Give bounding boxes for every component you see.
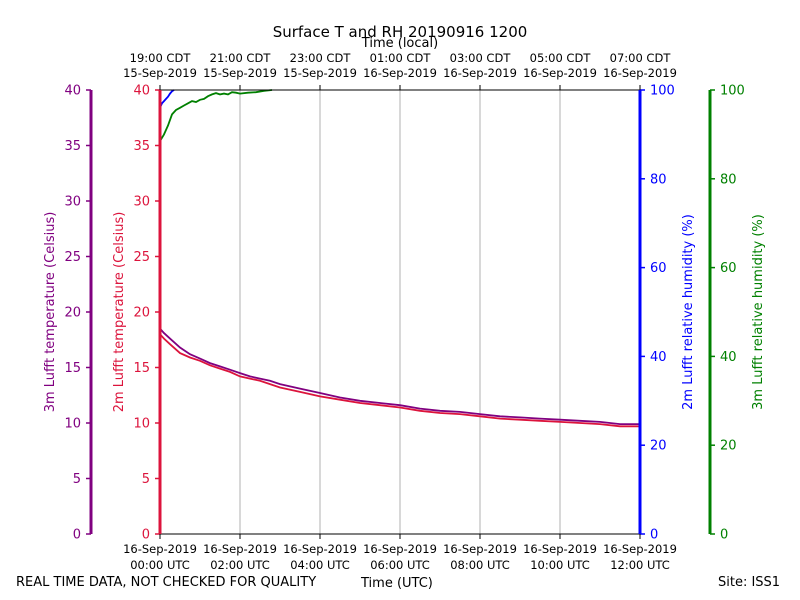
y-axis-label-t2m: 2m Lufft temperature (Celsius): [112, 212, 127, 413]
y-tick-label-rh2m: 0: [650, 528, 658, 543]
y-tick-label-t2m: 25: [133, 250, 150, 265]
y-tick-label-t3m: 15: [64, 361, 81, 376]
y-tick-label-t3m: 5: [73, 472, 81, 487]
x-tick-label-utc-date: 16-Sep-2019: [363, 542, 437, 556]
y-tick-label-t3m: 25: [64, 250, 81, 265]
y-tick-label-t3m: 30: [64, 195, 81, 210]
x-axis-label: Time (UTC): [361, 576, 433, 591]
y-tick-label-t2m: 20: [133, 306, 150, 321]
series-line-t3m: [159, 328, 640, 426]
y-axis-label-t3m: 3m Lufft temperature (Celsius): [43, 212, 58, 413]
y-tick-label-rh2m: 40: [650, 350, 667, 365]
x-tick-label-utc-date: 16-Sep-2019: [443, 542, 517, 556]
x-tick-label-local-time: 07:00 CDT: [610, 51, 672, 65]
y-tick-label-t2m: 10: [133, 417, 150, 432]
series-line-rh2m: [159, 89, 175, 109]
quality-disclaimer: REAL TIME DATA, NOT CHECKED FOR QUALITY: [16, 575, 317, 590]
y-tick-label-rh3m: 100: [720, 84, 745, 99]
x-tick-label-local-date: 16-Sep-2019: [363, 66, 437, 80]
series-layer: [159, 89, 640, 428]
x-tick-label-utc-time: 04:00 UTC: [290, 558, 350, 572]
tick-layer: 0 5 10 15 20 25 30 35 40 3m Lufft temperature (Ce…: [43, 51, 766, 572]
x-tick-label-utc-time: 06:00 UTC: [370, 558, 430, 572]
x-tick-label-utc-date: 16-Sep-2019: [203, 542, 277, 556]
y-tick-label-t3m: 10: [64, 417, 81, 432]
y-tick-label-rh3m: 80: [720, 172, 737, 187]
x-tick-label-local-date: 15-Sep-2019: [123, 66, 197, 80]
x-tick-label-utc-date: 16-Sep-2019: [123, 542, 197, 556]
y-tick-label-t2m: 0: [142, 528, 150, 543]
top-axis-label: Time (local): [361, 36, 438, 51]
y-tick-label-t2m: 40: [133, 84, 150, 99]
y-tick-label-rh2m: 100: [650, 84, 675, 99]
y-tick-label-t3m: 35: [64, 139, 81, 154]
x-tick-label-utc-date: 16-Sep-2019: [523, 542, 597, 556]
y-axis-label-rh3m: 3m Lufft relative humidity (%): [751, 214, 766, 410]
x-tick-label-utc-time: 10:00 UTC: [530, 558, 590, 572]
y-tick-label-rh3m: 40: [720, 350, 737, 365]
grid-lines: [239, 90, 561, 534]
x-tick-label-local-time: 05:00 CDT: [530, 51, 592, 65]
x-tick-label-local-time: 19:00 CDT: [130, 51, 192, 65]
y-tick-label-t2m: 15: [133, 361, 150, 376]
x-tick-label-local-date: 16-Sep-2019: [603, 66, 677, 80]
series-line-t2m: [159, 333, 640, 428]
y-tick-label-t3m: 40: [64, 84, 81, 99]
y-tick-label-t2m: 5: [142, 472, 150, 487]
y-tick-label-t2m: 35: [133, 139, 150, 154]
x-tick-label-utc-date: 16-Sep-2019: [603, 542, 677, 556]
x-tick-label-utc-time: 08:00 UTC: [450, 558, 510, 572]
x-tick-label-utc-date: 16-Sep-2019: [283, 542, 357, 556]
y-tick-label-t2m: 30: [133, 195, 150, 210]
chart-title: Surface T and RH 20190916 1200: [273, 23, 528, 41]
y-axis-label-rh2m: 2m Lufft relative humidity (%): [681, 214, 696, 410]
y-tick-label-t3m: 20: [64, 306, 81, 321]
x-tick-label-local-time: 23:00 CDT: [290, 51, 352, 65]
x-tick-label-local-date: 15-Sep-2019: [203, 66, 277, 80]
x-tick-label-local-time: 03:00 CDT: [450, 51, 512, 65]
x-tick-label-utc-time: 12:00 UTC: [610, 558, 670, 572]
y-tick-label-rh3m: 0: [720, 528, 728, 543]
y-tick-label-rh3m: 60: [720, 261, 737, 276]
x-tick-label-local-date: 16-Sep-2019: [523, 66, 597, 80]
x-tick-label-local-time: 21:00 CDT: [210, 51, 272, 65]
site-label: Site: ISS1: [718, 575, 781, 590]
y-tick-label-rh2m: 80: [650, 172, 667, 187]
x-tick-label-local-date: 16-Sep-2019: [443, 66, 517, 80]
series-line-rh3m: [159, 89, 273, 142]
x-tick-label-utc-time: 02:00 UTC: [210, 558, 270, 572]
x-tick-label-local-time: 01:00 CDT: [370, 51, 432, 65]
x-tick-label-local-date: 15-Sep-2019: [283, 66, 357, 80]
x-tick-label-utc-time: 00:00 UTC: [130, 558, 190, 572]
y-tick-label-rh2m: 60: [650, 261, 667, 276]
y-tick-label-rh2m: 20: [650, 439, 667, 454]
y-tick-label-rh3m: 20: [720, 439, 737, 454]
y-tick-label-t3m: 0: [73, 528, 81, 543]
